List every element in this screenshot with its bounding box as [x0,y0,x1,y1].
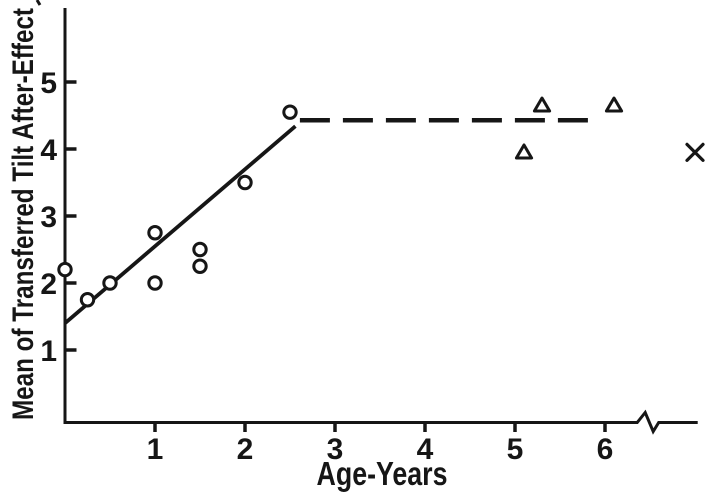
data-point-circle [192,241,208,258]
x-axis-tick-label: 2 [237,433,254,466]
crop-artifact-mark [35,0,42,6]
data-point-triangle [532,96,552,113]
data-point-circle [237,174,253,191]
x-axis-title: Age-Years [317,455,448,492]
data-point-circle [147,275,163,291]
data-point-triangle [604,96,624,113]
x-axis-tick-label: 4 [417,433,434,466]
x-axis-tick-label: 3 [327,433,344,466]
y-axis-tick-label: 3 [40,201,57,234]
y-axis-tick-label: 5 [40,67,57,100]
x-axis-line-with-break [63,409,698,435]
x-axis-tick-label: 1 [147,433,164,466]
data-point-x-marker [685,142,705,162]
data-point-triangle [514,143,534,160]
data-point-circle [102,275,118,291]
rising-solid-fit-line [63,124,297,325]
data-point-circle [282,104,298,120]
y-axis-tick-label: 2 [40,268,57,301]
x-axis-tick-label: 6 [597,433,614,466]
data-point-circle [147,225,163,241]
y-axis-tick-label: 4 [40,134,57,167]
data-point-circle [79,292,96,308]
y-axis-tick-label: 1 [40,335,57,368]
data-point-circle [192,258,208,274]
y-axis-title: Mean of Transferred Tilt After-Effect [7,8,40,420]
x-axis-tick-label: 5 [507,433,524,466]
data-point-circle [57,261,73,278]
